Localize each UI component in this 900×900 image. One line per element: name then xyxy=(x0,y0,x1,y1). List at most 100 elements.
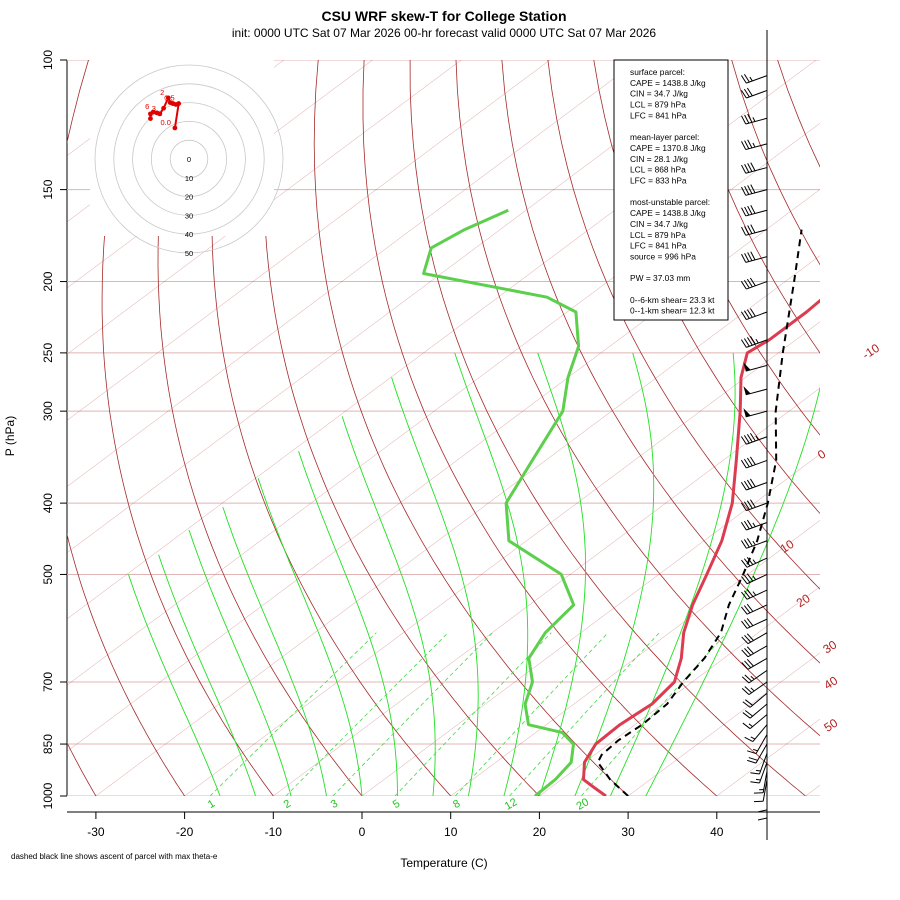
wind-barb-half xyxy=(750,736,756,740)
wind-barb xyxy=(750,753,768,775)
wind-barb-half xyxy=(752,522,756,528)
wind-barb xyxy=(753,779,768,803)
dry-adiabat xyxy=(409,60,807,796)
wind-barb xyxy=(741,603,768,615)
wind-barb-shaft xyxy=(746,459,768,469)
wind-barb-full xyxy=(746,500,753,509)
wind-barb xyxy=(747,743,768,764)
wind-barb-full xyxy=(742,722,751,730)
wind-barb xyxy=(741,589,768,600)
y-tick-label: 300 xyxy=(41,401,55,421)
dry-adiabat xyxy=(824,60,900,812)
wind-barb-full xyxy=(740,436,747,445)
wind-barb-full xyxy=(744,634,752,643)
wind-barb-half xyxy=(752,540,756,546)
y-axis-title: P (hPa) xyxy=(3,416,17,456)
isotherm-label: -10 xyxy=(860,341,882,362)
wind-barb xyxy=(740,432,768,445)
info-box-line: 0--1-km shear= 12.3 kt xyxy=(630,306,715,316)
info-box-line: 0--6-km shear= 23.3 kt xyxy=(630,295,715,305)
wind-barb xyxy=(740,538,768,549)
wind-barb-full xyxy=(744,206,750,216)
wind-barb xyxy=(744,724,768,742)
info-box-line: surface parcel: xyxy=(630,67,685,77)
x-tick-label: -10 xyxy=(265,825,283,839)
wind-barb xyxy=(741,205,768,217)
moist-adiabat xyxy=(537,352,586,796)
wind-barb-full xyxy=(742,701,751,708)
wind-barb-full xyxy=(749,432,756,442)
wind-barb-full xyxy=(744,736,754,742)
mixing-ratio-line xyxy=(509,632,660,796)
dry-adiabat xyxy=(870,60,900,812)
moist-adiabat xyxy=(454,352,529,796)
x-tick-label: 30 xyxy=(621,825,635,839)
wind-barb-full xyxy=(741,207,747,217)
wind-barb-full xyxy=(744,674,752,682)
moist-adiabat xyxy=(298,451,398,796)
wind-barb-full xyxy=(750,781,760,784)
wind-barb-full xyxy=(743,574,751,583)
wind-barb-full xyxy=(741,620,748,629)
wind-barb-full xyxy=(747,252,753,261)
wind-barb-full xyxy=(747,113,753,123)
hodograph-point xyxy=(172,125,178,131)
wind-barb-full xyxy=(743,435,750,444)
wind-barb xyxy=(750,762,768,784)
wind-barb xyxy=(740,87,768,99)
wind-barb xyxy=(741,224,768,236)
wind-barb-full xyxy=(746,457,753,467)
wind-barb xyxy=(741,657,768,670)
isotherm xyxy=(67,60,462,355)
axis-ticks: -30 -20 -10 0 10 20 30 401001502002503004005007… xyxy=(41,50,724,839)
x-tick-label: -30 xyxy=(87,825,105,839)
isotherm xyxy=(67,60,728,554)
wind-barb-full xyxy=(746,278,753,288)
wind-barb-full xyxy=(740,89,747,99)
wind-barb-full xyxy=(749,499,756,508)
wind-barb-half xyxy=(748,723,753,728)
wind-barb-full xyxy=(740,540,747,549)
wind-barbs xyxy=(740,73,768,821)
dry-adiabat xyxy=(67,741,97,796)
moist-adiabat xyxy=(341,416,436,796)
wind-barb-full xyxy=(746,557,754,565)
wind-barb-shaft xyxy=(746,89,768,99)
isotherm-label: 40 xyxy=(821,673,840,692)
x-axis-title: Temperature (C) xyxy=(400,856,487,870)
moist-adiabat xyxy=(645,386,820,796)
isotherm xyxy=(272,387,820,796)
dry-adiabat xyxy=(313,60,629,796)
mixing-ratio-line xyxy=(454,632,609,796)
wind-barb-full xyxy=(746,479,753,489)
info-box-line: LFC = 841 hPa xyxy=(630,110,687,120)
wind-barb xyxy=(740,277,768,290)
wind-barb-full xyxy=(749,308,756,317)
wind-barb-shaft xyxy=(746,502,768,512)
wind-barb xyxy=(741,162,768,174)
wind-barb xyxy=(742,692,768,708)
wind-barb-shaft xyxy=(748,681,768,696)
mixing-ratio-label: 20 xyxy=(574,796,591,813)
wind-barb-shaft xyxy=(759,753,768,775)
wind-barb xyxy=(741,645,768,658)
wind-barb-shaft xyxy=(749,692,768,708)
profiles xyxy=(422,208,820,796)
isotherm xyxy=(67,60,639,487)
wind-barb-full xyxy=(741,636,749,645)
wind-barb-half xyxy=(755,435,759,441)
wind-barb-full xyxy=(741,559,748,568)
wind-barb-full xyxy=(742,712,751,719)
wind-barb-full xyxy=(749,456,756,465)
wind-barb-full xyxy=(747,225,753,234)
y-tick-label: 1000 xyxy=(41,782,55,809)
y-tick-label: 250 xyxy=(41,343,55,363)
wind-barb-full xyxy=(743,539,750,548)
hodograph-ring xyxy=(113,83,265,235)
wind-barb-shaft xyxy=(759,762,768,784)
wind-barb-shaft xyxy=(749,703,768,719)
mixing-ratio-label: 8 xyxy=(451,798,462,811)
dry-adiabat xyxy=(263,60,540,796)
wind-barb-full xyxy=(746,337,753,346)
